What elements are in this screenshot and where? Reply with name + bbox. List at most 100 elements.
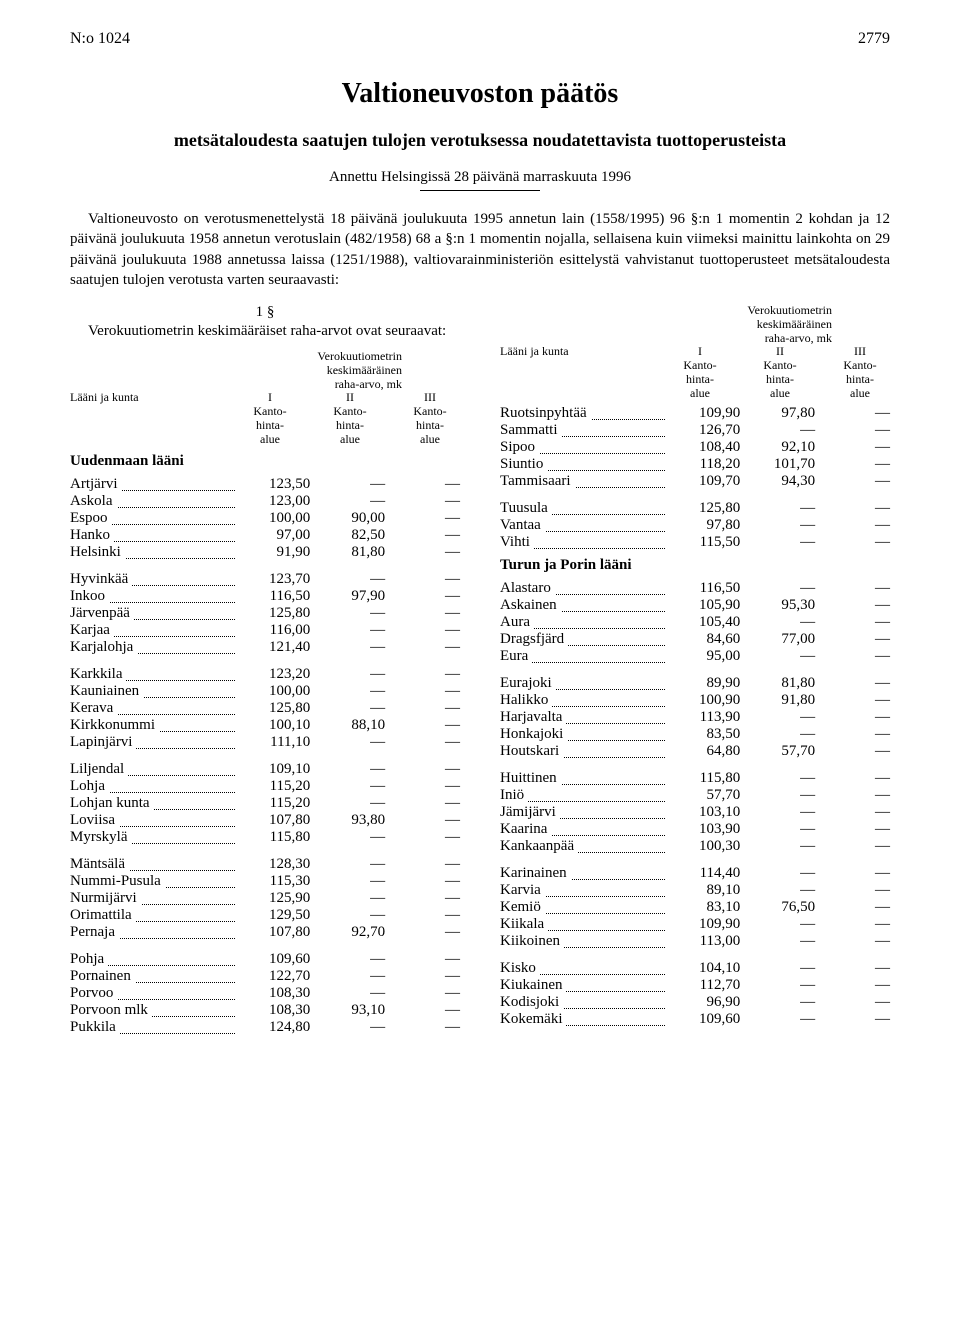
municipality-name: Dragsfjärd xyxy=(500,631,665,648)
value-cell: 83,10 xyxy=(665,899,740,916)
municipality-name: Karjalohja xyxy=(70,639,235,656)
table-row: Kisko104,10—— xyxy=(500,960,890,977)
value-cell: — xyxy=(385,493,460,510)
value-cell: — xyxy=(385,1002,460,1019)
value-cell: 125,80 xyxy=(665,500,740,517)
value-cell: — xyxy=(385,544,460,561)
value-cell: — xyxy=(815,977,890,994)
table-row: Kaarina103,90—— xyxy=(500,821,890,838)
value-cell: 81,80 xyxy=(310,544,385,561)
value-cell: 115,20 xyxy=(235,778,310,795)
value-cell: 109,90 xyxy=(665,916,740,933)
value-cell: 101,70 xyxy=(740,456,815,473)
municipality-name: Inkoo xyxy=(70,588,235,605)
value-cell: — xyxy=(815,743,890,760)
value-cell: — xyxy=(385,510,460,527)
value-cell: — xyxy=(385,856,460,873)
value-cell: — xyxy=(385,812,460,829)
table-row: Pernaja107,8092,70— xyxy=(70,924,460,941)
municipality-name: Lapinjärvi xyxy=(70,734,235,751)
value-cell: — xyxy=(815,726,890,743)
municipality-name: Sammatti xyxy=(500,422,665,439)
table-row: Porvoon mlk108,3093,10— xyxy=(70,1002,460,1019)
table-row: Porvoo108,30—— xyxy=(70,985,460,1002)
section-number: 1 § xyxy=(70,304,460,321)
value-cell: — xyxy=(740,534,815,551)
preamble: Valtioneuvosto on verotusmenettelystä 18… xyxy=(70,209,890,290)
region-heading: Turun ja Porin lääni xyxy=(500,557,890,574)
value-cell: 100,10 xyxy=(235,717,310,734)
value-cell: — xyxy=(815,500,890,517)
value-cell: — xyxy=(815,804,890,821)
municipality-name: Nummi-Pusula xyxy=(70,873,235,890)
value-cell: 124,80 xyxy=(235,1019,310,1036)
section-text: Verokuutiometrin keskimääräiset raha-arv… xyxy=(70,323,460,340)
table-row: Karinainen114,40—— xyxy=(500,865,890,882)
municipality-name: Huittinen xyxy=(500,770,665,787)
value-cell: — xyxy=(815,838,890,855)
municipality-name: Kemiö xyxy=(500,899,665,916)
table-row: Kauniainen100,00—— xyxy=(70,683,460,700)
value-cell: — xyxy=(815,405,890,422)
value-cell: 97,00 xyxy=(235,527,310,544)
municipality-name: Askainen xyxy=(500,597,665,614)
municipality-name: Kokemäki xyxy=(500,1011,665,1028)
municipality-name: Jämijärvi xyxy=(500,804,665,821)
value-cell: 111,10 xyxy=(235,734,310,751)
municipality-name: Kauniainen xyxy=(70,683,235,700)
table-row: Pornainen122,70—— xyxy=(70,968,460,985)
value-cell: — xyxy=(815,648,890,665)
value-cell: — xyxy=(815,709,890,726)
municipality-name: Kisko xyxy=(500,960,665,977)
value-cell: — xyxy=(815,933,890,950)
value-cell: — xyxy=(740,882,815,899)
value-cell: 109,70 xyxy=(665,473,740,490)
municipality-name: Tuusula xyxy=(500,500,665,517)
value-cell: 83,50 xyxy=(665,726,740,743)
table-row: Helsinki91,9081,80— xyxy=(70,544,460,561)
value-cell: 84,60 xyxy=(665,631,740,648)
value-cell: 129,50 xyxy=(235,907,310,924)
subtitle: metsätaloudesta saatujen tulojen verotuk… xyxy=(70,130,890,151)
municipality-name: Vantaa xyxy=(500,517,665,534)
issued-line: Annettu Helsingissä 28 päivänä marraskuu… xyxy=(70,169,890,186)
table-row: Aura105,40—— xyxy=(500,614,890,631)
value-cell: 104,10 xyxy=(665,960,740,977)
value-cell: 93,10 xyxy=(310,1002,385,1019)
value-cell: — xyxy=(310,778,385,795)
municipality-name: Aura xyxy=(500,614,665,631)
value-cell: — xyxy=(310,907,385,924)
value-cell: 116,50 xyxy=(235,588,310,605)
municipality-name: Karkkila xyxy=(70,666,235,683)
value-cell: 107,80 xyxy=(235,924,310,941)
value-cell: 123,70 xyxy=(235,571,310,588)
value-cell: — xyxy=(310,734,385,751)
value-cell: — xyxy=(310,968,385,985)
value-cell: — xyxy=(740,933,815,950)
table-row: Harjavalta113,90—— xyxy=(500,709,890,726)
value-cell: — xyxy=(310,829,385,846)
table-row: Kokemäki109,60—— xyxy=(500,1011,890,1028)
table-row: Siuntio118,20101,70— xyxy=(500,456,890,473)
value-cell: — xyxy=(385,968,460,985)
municipality-name: Iniö xyxy=(500,787,665,804)
value-cell: 77,00 xyxy=(740,631,815,648)
value-cell: 116,00 xyxy=(235,622,310,639)
table-column-header: Verokuutiometrinkeskimääräinenraha-arvo,… xyxy=(500,304,890,401)
municipality-name: Liljendal xyxy=(70,761,235,778)
value-cell: — xyxy=(815,1011,890,1028)
value-cell: — xyxy=(815,534,890,551)
municipality-name: Ruotsinpyhtää xyxy=(500,405,665,422)
value-cell: — xyxy=(815,473,890,490)
table-row: Kemiö83,1076,50— xyxy=(500,899,890,916)
municipality-name: Kaarina xyxy=(500,821,665,838)
value-cell: 113,90 xyxy=(665,709,740,726)
value-cell: 115,30 xyxy=(235,873,310,890)
value-cell: 121,40 xyxy=(235,639,310,656)
value-cell: — xyxy=(385,1019,460,1036)
value-cell: — xyxy=(385,795,460,812)
table-row: Pohja109,60—— xyxy=(70,951,460,968)
value-cell: 116,50 xyxy=(665,580,740,597)
value-cell: 105,90 xyxy=(665,597,740,614)
municipality-name: Vihti xyxy=(500,534,665,551)
